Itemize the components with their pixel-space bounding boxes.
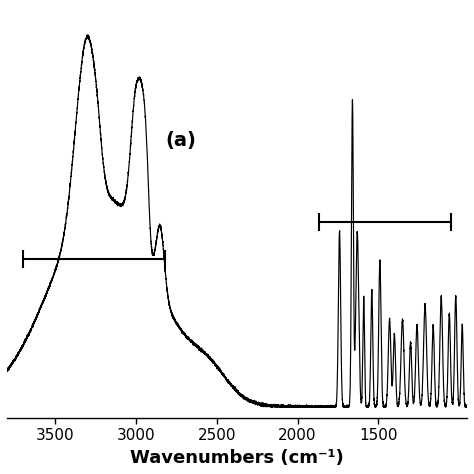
- Text: (a): (a): [165, 131, 196, 150]
- X-axis label: Wavenumbers (cm⁻¹): Wavenumbers (cm⁻¹): [130, 449, 344, 467]
